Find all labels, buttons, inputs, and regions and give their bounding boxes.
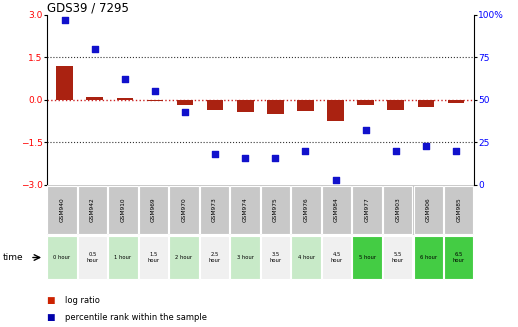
Point: [392, 148, 400, 153]
Text: 6 hour: 6 hour: [420, 255, 437, 260]
Text: percentile rank within the sample: percentile rank within the sample: [65, 313, 207, 322]
Bar: [139, 186, 168, 234]
Bar: [207, 100, 223, 110]
Bar: [418, 100, 434, 107]
Text: 6.5
hour: 6.5 hour: [453, 252, 465, 263]
Text: GSM973: GSM973: [212, 198, 217, 222]
Point: [422, 143, 430, 148]
Bar: [444, 186, 473, 234]
Text: GSM969: GSM969: [151, 198, 156, 222]
Text: GSM985: GSM985: [456, 198, 461, 222]
Bar: [327, 100, 344, 121]
Point: [271, 155, 280, 160]
Text: GSM970: GSM970: [181, 198, 186, 222]
Bar: [352, 236, 382, 279]
Text: GSM906: GSM906: [426, 198, 430, 222]
Bar: [444, 236, 473, 279]
Text: 3 hour: 3 hour: [237, 255, 253, 260]
Bar: [108, 186, 138, 234]
Bar: [322, 236, 351, 279]
Point: [151, 89, 159, 94]
Text: 3.5
hour: 3.5 hour: [269, 252, 282, 263]
Point: [121, 77, 129, 82]
Point: [362, 128, 370, 133]
Text: GSM903: GSM903: [395, 198, 400, 222]
Bar: [352, 186, 382, 234]
Text: GDS39 / 7295: GDS39 / 7295: [47, 2, 128, 15]
Point: [452, 148, 460, 153]
Text: ■: ■: [47, 313, 55, 322]
Bar: [297, 100, 314, 111]
Bar: [47, 236, 77, 279]
Bar: [231, 186, 260, 234]
Text: GSM977: GSM977: [365, 198, 370, 222]
Bar: [261, 186, 290, 234]
Bar: [87, 97, 103, 100]
Bar: [413, 236, 443, 279]
Text: 0.5
hour: 0.5 hour: [87, 252, 98, 263]
Bar: [47, 186, 77, 234]
Bar: [383, 236, 412, 279]
Point: [91, 46, 99, 51]
Text: GSM974: GSM974: [242, 198, 248, 222]
Text: 1 hour: 1 hour: [114, 255, 132, 260]
Text: GSM975: GSM975: [273, 198, 278, 222]
Bar: [322, 186, 351, 234]
Text: GSM984: GSM984: [334, 198, 339, 222]
Text: 5 hour: 5 hour: [358, 255, 376, 260]
Point: [301, 148, 310, 153]
Bar: [383, 186, 412, 234]
Text: GSM940: GSM940: [60, 198, 64, 222]
Text: GSM910: GSM910: [120, 198, 125, 222]
Text: 0 hour: 0 hour: [53, 255, 70, 260]
Text: 2 hour: 2 hour: [176, 255, 193, 260]
Point: [211, 151, 219, 157]
Point: [181, 109, 189, 114]
Bar: [357, 100, 374, 105]
Bar: [448, 100, 464, 103]
Bar: [56, 66, 73, 100]
Bar: [267, 100, 284, 114]
Bar: [78, 186, 107, 234]
Bar: [78, 236, 107, 279]
Bar: [237, 100, 253, 112]
Text: GSM976: GSM976: [304, 198, 309, 222]
Bar: [292, 186, 321, 234]
Bar: [169, 186, 198, 234]
Text: log ratio: log ratio: [65, 296, 99, 305]
Bar: [177, 100, 193, 105]
Bar: [200, 186, 229, 234]
Bar: [413, 186, 443, 234]
Bar: [139, 236, 168, 279]
Text: ■: ■: [47, 296, 55, 305]
Bar: [117, 98, 133, 100]
Text: 1.5
hour: 1.5 hour: [148, 252, 160, 263]
Bar: [231, 236, 260, 279]
Bar: [169, 236, 198, 279]
Bar: [292, 236, 321, 279]
Text: 5.5
hour: 5.5 hour: [392, 252, 404, 263]
Point: [241, 155, 249, 160]
Point: [61, 17, 69, 23]
Bar: [108, 236, 138, 279]
Text: 4.5
hour: 4.5 hour: [330, 252, 343, 263]
Text: 4 hour: 4 hour: [297, 255, 314, 260]
Text: GSM942: GSM942: [90, 198, 95, 222]
Bar: [387, 100, 404, 110]
Point: [332, 177, 340, 182]
Text: 2.5
hour: 2.5 hour: [208, 252, 221, 263]
Text: time: time: [3, 253, 23, 262]
Bar: [200, 236, 229, 279]
Bar: [261, 236, 290, 279]
Bar: [147, 100, 163, 101]
